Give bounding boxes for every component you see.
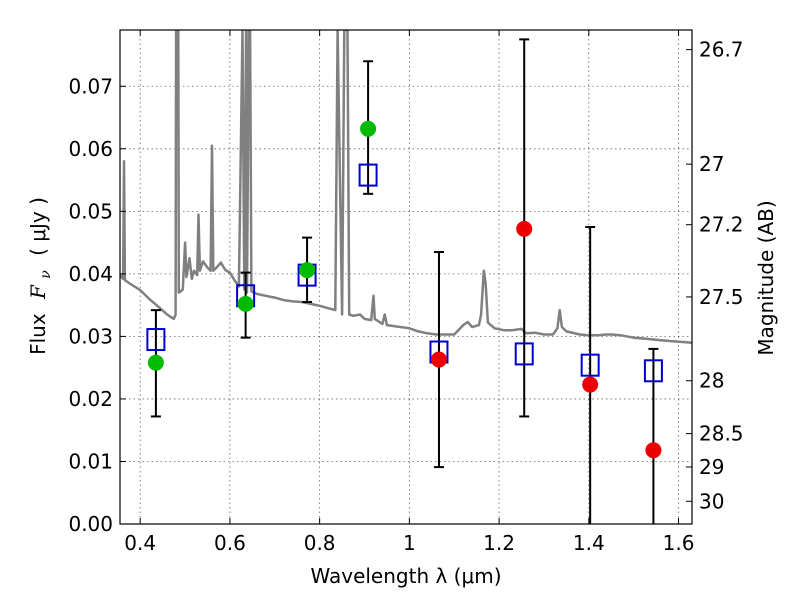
y-tick-label: 0.00 <box>68 512 113 536</box>
x-tick-label: 0.4 <box>124 531 156 555</box>
x-tick-label: 1.2 <box>483 531 515 555</box>
y-tick-label: 0.03 <box>68 324 113 348</box>
model-point <box>146 328 166 352</box>
magnitude-tick-label: 27.2 <box>699 213 744 237</box>
observed-point <box>516 220 533 237</box>
y-axis-label-sub: ν <box>38 270 54 279</box>
y-tick-label: 0.02 <box>68 387 113 411</box>
x-tick-label: 1.6 <box>663 531 695 555</box>
plot-frame <box>119 29 693 525</box>
model-point <box>580 353 600 377</box>
y-axis-label-text: Flux <box>26 313 50 355</box>
observed-point <box>582 376 599 393</box>
model-point <box>358 163 378 187</box>
magnitude-tick-label: 28 <box>699 369 724 393</box>
magnitude-tick-labels: 26.7 27 27.2 27.5 28 28.5 29 30 <box>699 38 744 514</box>
observed-points <box>147 120 662 459</box>
x-tick-labels: 0.4 0.6 0.8 1 1.2 1.4 1.6 <box>124 531 694 555</box>
grid-lines <box>120 30 692 524</box>
model-point <box>514 342 534 366</box>
y-axis-label-var: F <box>26 284 50 300</box>
magnitude-tick-label: 27 <box>699 152 724 176</box>
y2-axis-label: Magnitude (AB) <box>754 200 778 355</box>
x-axis-label: Wavelength λ (μm) <box>310 564 501 588</box>
x-tick-label: 0.6 <box>214 531 246 555</box>
observed-point <box>237 295 254 312</box>
magnitude-tick-label: 27.5 <box>699 285 744 309</box>
y-axis-label: Flux F ν ( μJy ) <box>26 197 55 355</box>
y-tick-label: 0.07 <box>68 74 113 98</box>
magnitude-tick-label: 28.5 <box>699 422 744 446</box>
y-tick-labels: 0.00 0.01 0.02 0.03 0.04 0.05 0.06 0.07 <box>68 74 113 536</box>
x-tick-label: 1 <box>403 531 416 555</box>
model-point <box>643 359 663 383</box>
magnitude-tick-label: 26.7 <box>699 38 744 62</box>
y-tick-label: 0.05 <box>68 199 113 223</box>
x-tick-label: 1.4 <box>573 531 605 555</box>
x-tick-label: 0.8 <box>304 531 336 555</box>
spectrum-line <box>120 30 692 344</box>
model-points <box>146 163 663 383</box>
y-tick-label: 0.04 <box>68 262 113 286</box>
observed-point <box>645 442 662 459</box>
observed-point <box>147 354 164 371</box>
observed-point <box>360 120 377 137</box>
y-tick-label: 0.06 <box>68 137 113 161</box>
spectrum-series <box>120 30 692 344</box>
observed-point <box>430 351 447 368</box>
observed-point <box>299 262 316 279</box>
magnitude-tick-label: 30 <box>699 489 724 513</box>
y-axis-label-unit: ( μJy ) <box>26 197 50 256</box>
y-tick-label: 0.01 <box>68 449 113 473</box>
axis-ticks <box>120 30 692 525</box>
magnitude-tick-label: 29 <box>699 455 724 479</box>
error-bars <box>150 38 659 524</box>
